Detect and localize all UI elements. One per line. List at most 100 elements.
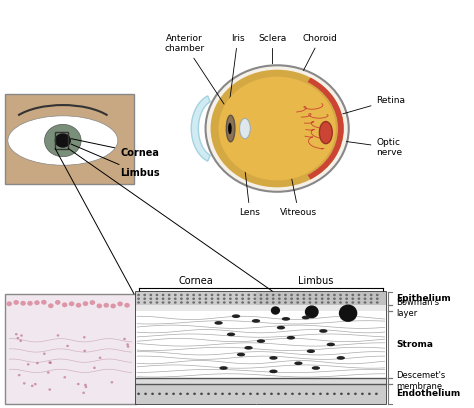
- Circle shape: [155, 294, 158, 296]
- Circle shape: [144, 392, 147, 395]
- Circle shape: [309, 301, 311, 304]
- Circle shape: [305, 392, 308, 395]
- Circle shape: [210, 70, 344, 187]
- Ellipse shape: [8, 116, 118, 165]
- Circle shape: [351, 301, 354, 304]
- Circle shape: [327, 301, 330, 304]
- Bar: [136, 378, 386, 384]
- Circle shape: [321, 294, 324, 296]
- Circle shape: [23, 382, 26, 385]
- Circle shape: [284, 297, 287, 300]
- Circle shape: [370, 301, 373, 304]
- Circle shape: [254, 297, 256, 300]
- Circle shape: [364, 294, 366, 296]
- Circle shape: [90, 302, 95, 306]
- Circle shape: [327, 297, 330, 300]
- Circle shape: [93, 367, 96, 369]
- Circle shape: [376, 294, 379, 296]
- Circle shape: [217, 294, 219, 296]
- Circle shape: [284, 392, 287, 395]
- Circle shape: [296, 301, 299, 304]
- Circle shape: [361, 392, 364, 395]
- Circle shape: [217, 301, 219, 304]
- Ellipse shape: [319, 122, 332, 144]
- Circle shape: [309, 294, 311, 296]
- Circle shape: [266, 297, 268, 300]
- Circle shape: [49, 361, 52, 364]
- Circle shape: [118, 301, 123, 306]
- Circle shape: [345, 297, 348, 300]
- Circle shape: [315, 294, 318, 296]
- Circle shape: [34, 383, 36, 385]
- Ellipse shape: [269, 356, 278, 360]
- Ellipse shape: [252, 319, 260, 323]
- Circle shape: [149, 297, 152, 300]
- Circle shape: [221, 392, 224, 395]
- Circle shape: [345, 301, 348, 304]
- Circle shape: [229, 294, 232, 296]
- Circle shape: [242, 392, 245, 395]
- Circle shape: [210, 294, 213, 296]
- Circle shape: [47, 371, 50, 374]
- Ellipse shape: [257, 339, 265, 343]
- Circle shape: [110, 302, 116, 306]
- Circle shape: [364, 301, 366, 304]
- Circle shape: [326, 392, 329, 395]
- Ellipse shape: [237, 353, 245, 357]
- Circle shape: [247, 297, 250, 300]
- Circle shape: [126, 343, 129, 346]
- Bar: [256, 292, 386, 309]
- Text: Epithelium: Epithelium: [396, 294, 451, 303]
- Circle shape: [137, 294, 140, 296]
- Circle shape: [77, 383, 80, 385]
- Circle shape: [155, 301, 158, 304]
- Circle shape: [333, 392, 336, 395]
- Ellipse shape: [282, 317, 290, 321]
- Circle shape: [155, 297, 158, 300]
- Circle shape: [290, 297, 293, 300]
- Circle shape: [45, 124, 81, 157]
- Ellipse shape: [339, 304, 357, 322]
- Circle shape: [351, 294, 354, 296]
- Circle shape: [84, 386, 87, 388]
- Bar: [136, 292, 386, 305]
- Circle shape: [162, 294, 164, 296]
- Circle shape: [186, 294, 189, 296]
- Circle shape: [43, 353, 46, 355]
- Circle shape: [357, 301, 360, 304]
- Circle shape: [168, 294, 171, 296]
- Circle shape: [260, 301, 263, 304]
- Circle shape: [370, 294, 373, 296]
- Circle shape: [7, 302, 12, 306]
- Circle shape: [66, 345, 69, 347]
- Circle shape: [351, 297, 354, 300]
- Ellipse shape: [226, 115, 235, 142]
- Circle shape: [168, 297, 171, 300]
- Text: Lens: Lens: [239, 153, 260, 217]
- Circle shape: [315, 301, 318, 304]
- Circle shape: [263, 392, 266, 395]
- Bar: [55, 133, 68, 149]
- Circle shape: [217, 297, 219, 300]
- Text: Anterior
chamber: Anterior chamber: [164, 33, 224, 104]
- Circle shape: [55, 300, 61, 305]
- Circle shape: [376, 301, 379, 304]
- Circle shape: [168, 301, 171, 304]
- Circle shape: [278, 297, 281, 300]
- Circle shape: [210, 297, 213, 300]
- Bar: [136, 305, 386, 311]
- Circle shape: [339, 297, 342, 300]
- Circle shape: [219, 77, 336, 180]
- Circle shape: [345, 294, 348, 296]
- Ellipse shape: [277, 326, 285, 330]
- Wedge shape: [308, 78, 344, 180]
- Circle shape: [31, 385, 34, 387]
- Circle shape: [137, 297, 140, 300]
- Circle shape: [127, 345, 129, 348]
- Circle shape: [266, 301, 268, 304]
- Polygon shape: [191, 96, 210, 161]
- Circle shape: [290, 294, 293, 296]
- Circle shape: [143, 301, 146, 304]
- Circle shape: [272, 297, 274, 300]
- Circle shape: [312, 392, 315, 395]
